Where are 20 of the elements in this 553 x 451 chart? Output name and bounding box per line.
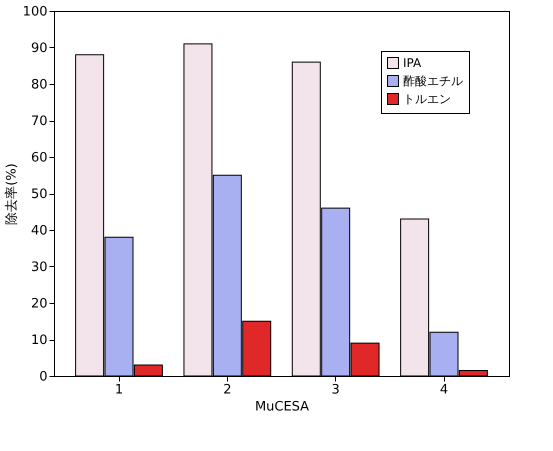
x-tick-label: 3: [332, 382, 340, 398]
x-tick-label: 2: [223, 382, 232, 398]
y-tick-label: 40: [30, 224, 48, 238]
y-tick-label: 50: [30, 187, 48, 202]
x-axis-title: MuCESA: [254, 400, 310, 414]
x-tick-label: 1: [114, 382, 124, 398]
legend-label: トルエン: [403, 92, 451, 106]
x-tick-label: 4: [440, 382, 448, 398]
y-tick-label: 100: [22, 4, 48, 20]
y-tick-label: 70: [30, 114, 48, 129]
y-axis-title: 除去率(%): [4, 163, 20, 225]
y-tick-label: 20: [30, 296, 48, 312]
legend-label: IPA: [403, 56, 422, 70]
legend-label: 酢酸エチル: [403, 74, 463, 88]
y-tick-label: 80: [30, 78, 48, 92]
y-tick-label: 90: [30, 41, 48, 56]
y-tick-label: 30: [30, 260, 48, 275]
y-tick-label: 0: [39, 370, 48, 384]
y-tick-label: 60: [30, 150, 48, 166]
y-tick-label: 10: [30, 333, 48, 348]
